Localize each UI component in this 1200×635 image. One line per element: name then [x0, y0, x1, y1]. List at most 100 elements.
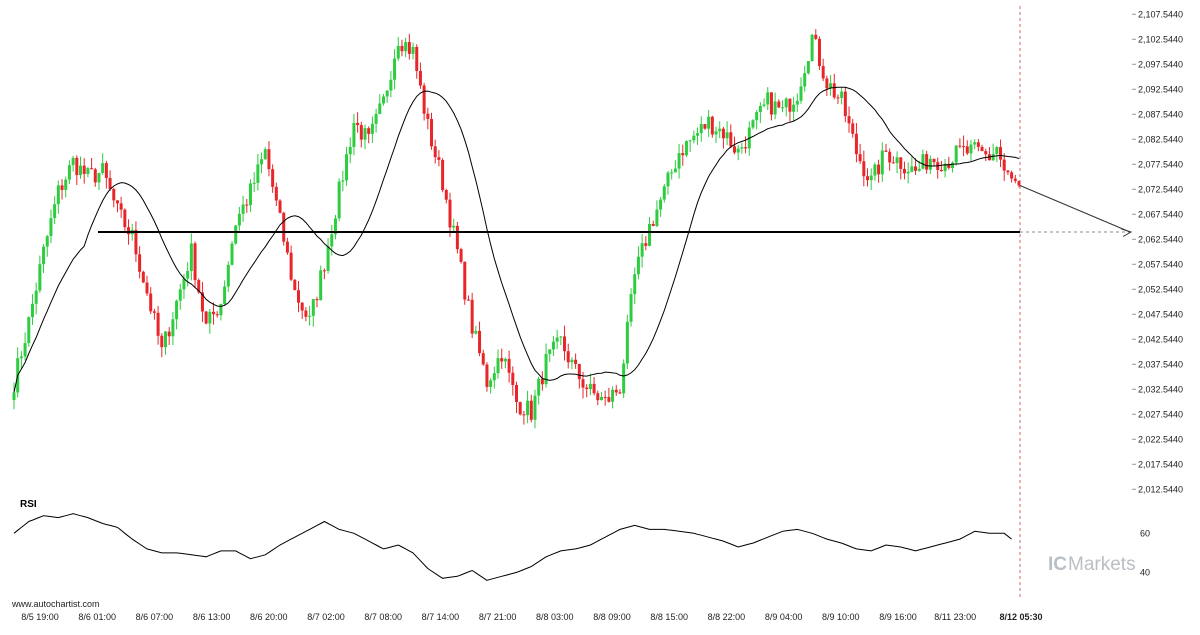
candle-up — [995, 147, 999, 154]
rsi-tick-label: 60 — [1140, 528, 1150, 538]
candle-down — [821, 65, 825, 79]
candle-down — [115, 200, 119, 204]
overlay-layer — [13, 6, 1133, 600]
candle-up — [751, 120, 755, 128]
candle-layer — [12, 29, 1021, 429]
candle-down — [939, 169, 943, 172]
candle-down — [75, 157, 79, 176]
candle-up — [648, 223, 652, 246]
candle-down — [367, 128, 371, 134]
candle-up — [171, 319, 175, 337]
candle-up — [64, 179, 68, 190]
candle-up — [71, 157, 75, 166]
candle-up — [880, 150, 884, 175]
candle-down — [522, 414, 526, 416]
candle-up — [921, 154, 925, 169]
candle-down — [932, 158, 936, 163]
candle-down — [278, 200, 282, 213]
candle-up — [34, 290, 38, 304]
candle-down — [478, 330, 482, 354]
candle-down — [433, 146, 437, 158]
candle-down — [441, 159, 445, 191]
candle-down — [167, 331, 171, 337]
candle-up — [707, 116, 711, 129]
candle-up — [23, 343, 27, 357]
candle-down — [430, 118, 434, 147]
candle-up — [526, 400, 530, 416]
candle-up — [655, 209, 659, 226]
candle-up — [758, 105, 762, 113]
candle-up — [237, 213, 241, 226]
candle-down — [160, 335, 164, 348]
time-tick-label: 8/7 02:00 — [307, 612, 345, 622]
candle-down — [466, 299, 470, 301]
candle-down — [925, 154, 929, 170]
time-tick-label: 8/8 22:00 — [708, 612, 746, 622]
candle-up — [452, 225, 456, 228]
candle-up — [385, 90, 389, 97]
price-tick-label: 2,042.5440 — [1138, 334, 1183, 344]
candle-up — [548, 349, 552, 354]
candle-down — [902, 168, 906, 174]
candle-down — [112, 188, 116, 201]
candle-up — [714, 131, 718, 135]
candle-down — [274, 186, 278, 201]
candle-up — [943, 163, 947, 172]
candle-up — [692, 135, 696, 141]
moving-average-line — [13, 86, 1020, 393]
candle-down — [843, 91, 847, 117]
candle-down — [119, 203, 123, 210]
candle-down — [90, 168, 94, 170]
price-tick-label: 2,037.5440 — [1138, 359, 1183, 369]
candle-up — [954, 145, 958, 163]
candle-up — [906, 171, 910, 174]
candle-up — [928, 158, 932, 170]
candle-down — [212, 311, 216, 315]
candle-down — [193, 243, 197, 281]
candle-down — [721, 128, 725, 139]
candle-down — [1013, 178, 1017, 181]
icmarkets-logo: IC Markets — [1048, 554, 1136, 575]
time-tick-label: 8/9 10:00 — [822, 612, 860, 622]
candle-up — [393, 58, 397, 80]
candle-up — [330, 234, 334, 247]
candle-up — [474, 330, 478, 334]
candle-up — [570, 359, 574, 363]
candle-down — [293, 279, 297, 291]
candle-up — [19, 356, 23, 359]
candle-down — [500, 358, 504, 362]
candle-down — [529, 400, 533, 420]
price-tick-label: 2,102.5440 — [1138, 34, 1183, 44]
candle-down — [359, 125, 363, 140]
candle-up — [492, 373, 496, 381]
candle-up — [311, 299, 315, 316]
candle-up — [762, 104, 766, 106]
candle-down — [459, 249, 463, 262]
candle-down — [418, 70, 422, 86]
candle-up — [991, 153, 995, 161]
time-tick-label: 8/9 16:00 — [879, 612, 917, 622]
candle-down — [862, 161, 866, 177]
candle-down — [585, 387, 589, 389]
candle-up — [917, 168, 921, 171]
candle-down — [1006, 170, 1010, 173]
candle-down — [422, 85, 426, 114]
candle-down — [1010, 172, 1014, 179]
candle-down — [884, 150, 888, 152]
candle-down — [108, 178, 112, 189]
candle-up — [659, 199, 663, 210]
candle-down — [145, 282, 149, 294]
candle-up — [381, 96, 385, 104]
candle-up — [784, 98, 788, 108]
candle-up — [248, 183, 252, 206]
candle-down — [463, 261, 467, 300]
candle-up — [411, 46, 415, 54]
candle-up — [182, 278, 186, 290]
candle-up — [186, 270, 190, 279]
candle-down — [322, 270, 326, 272]
candle-up — [555, 337, 559, 342]
candle-up — [396, 45, 400, 59]
candle-up — [640, 243, 644, 257]
candle-down — [891, 162, 895, 164]
